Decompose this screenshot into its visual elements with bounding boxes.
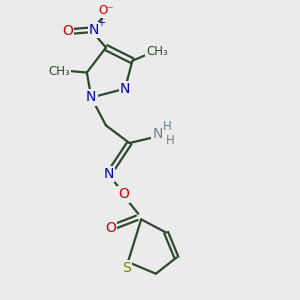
Text: H: H <box>163 120 171 134</box>
Text: CH₃: CH₃ <box>48 64 70 78</box>
Text: CH₃: CH₃ <box>146 46 168 59</box>
Text: N: N <box>89 23 99 37</box>
Text: O: O <box>118 188 129 201</box>
Text: O: O <box>105 221 116 235</box>
Text: O: O <box>62 24 73 38</box>
Text: N: N <box>120 82 130 96</box>
Text: N: N <box>86 91 96 104</box>
Text: N: N <box>104 167 114 181</box>
Text: +: + <box>97 19 105 28</box>
Text: N: N <box>152 127 163 141</box>
Text: H: H <box>166 134 174 147</box>
Text: O⁻: O⁻ <box>98 4 114 17</box>
Text: S: S <box>122 261 131 275</box>
